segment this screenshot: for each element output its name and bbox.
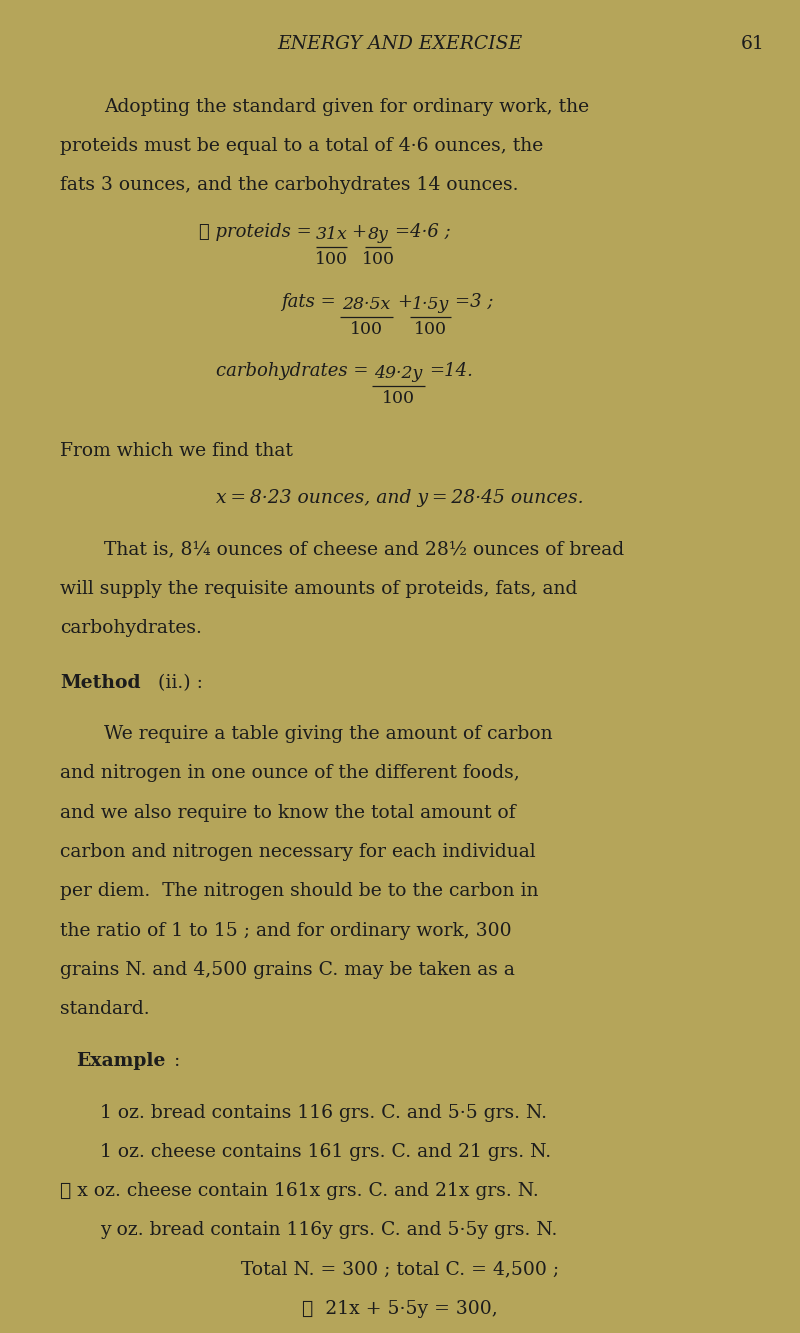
Text: x = 8·23 ounces, and y = 28·45 ounces.: x = 8·23 ounces, and y = 28·45 ounces. — [216, 489, 584, 507]
Text: carbon and nitrogen necessary for each individual: carbon and nitrogen necessary for each i… — [60, 842, 536, 861]
Text: 1 oz. bread contains 116 grs. C. and 5·5 grs. N.: 1 oz. bread contains 116 grs. C. and 5·5… — [100, 1104, 547, 1121]
Text: 100: 100 — [382, 391, 415, 407]
Text: =3 ;: =3 ; — [455, 292, 494, 311]
Text: carbohydrates.: carbohydrates. — [60, 619, 202, 637]
Text: fats 3 ounces, and the carbohydrates 14 ounces.: fats 3 ounces, and the carbohydrates 14 … — [60, 176, 518, 195]
Text: proteids must be equal to a total of 4·6 ounces, the: proteids must be equal to a total of 4·6… — [60, 137, 543, 155]
Text: We require a table giving the amount of carbon: We require a table giving the amount of … — [104, 725, 553, 742]
Text: 1·5y: 1·5y — [412, 296, 450, 313]
Text: Method: Method — [60, 674, 141, 692]
Text: y oz. bread contain 116y grs. C. and 5·5y grs. N.: y oz. bread contain 116y grs. C. and 5·5… — [100, 1221, 558, 1240]
Text: 28·5x: 28·5x — [342, 296, 390, 313]
Text: =14.: =14. — [429, 363, 473, 380]
Text: 8y: 8y — [367, 227, 389, 243]
Text: +: + — [351, 223, 366, 241]
Text: From which we find that: From which we find that — [60, 443, 293, 460]
Text: +: + — [397, 292, 412, 311]
Text: will supply the requisite amounts of proteids, fats, and: will supply the requisite amounts of pro… — [60, 580, 578, 597]
Text: per diem.  The nitrogen should be to the carbon in: per diem. The nitrogen should be to the … — [60, 882, 538, 900]
Text: 1 oz. cheese contains 161 grs. C. and 21 grs. N.: 1 oz. cheese contains 161 grs. C. and 21… — [100, 1142, 551, 1161]
Text: grains N. and 4,500 grains C. may be taken as a: grains N. and 4,500 grains C. may be tak… — [60, 961, 515, 978]
Text: Total N. = 300 ; total C. = 4,500 ;: Total N. = 300 ; total C. = 4,500 ; — [241, 1261, 559, 1278]
Text: ∴ x oz. cheese contain 161x grs. C. and 21x grs. N.: ∴ x oz. cheese contain 161x grs. C. and … — [60, 1182, 538, 1200]
Text: and we also require to know the total amount of: and we also require to know the total am… — [60, 804, 516, 821]
Text: 100: 100 — [350, 321, 383, 337]
Text: ∴ proteids =: ∴ proteids = — [199, 223, 312, 241]
Text: and nitrogen in one ounce of the different foods,: and nitrogen in one ounce of the differe… — [60, 764, 520, 782]
Text: That is, 8¼ ounces of cheese and 28½ ounces of bread: That is, 8¼ ounces of cheese and 28½ oun… — [104, 540, 624, 559]
Text: =4·6 ;: =4·6 ; — [395, 223, 451, 241]
Text: Adopting the standard given for ordinary work, the: Adopting the standard given for ordinary… — [104, 97, 589, 116]
Text: 100: 100 — [362, 251, 394, 268]
Text: carbohydrates =: carbohydrates = — [215, 363, 368, 380]
Text: Example: Example — [76, 1052, 166, 1070]
Text: ENERGY AND EXERCISE: ENERGY AND EXERCISE — [278, 35, 522, 53]
Text: 100: 100 — [414, 321, 447, 337]
Text: (ii.) :: (ii.) : — [152, 674, 203, 692]
Text: 49·2y: 49·2y — [374, 365, 422, 383]
Text: 100: 100 — [315, 251, 348, 268]
Text: 61: 61 — [740, 35, 764, 53]
Text: :: : — [168, 1052, 180, 1070]
Text: the ratio of 1 to 15 ; and for ordinary work, 300: the ratio of 1 to 15 ; and for ordinary … — [60, 921, 512, 940]
Text: standard.: standard. — [60, 1000, 150, 1018]
Text: fats =: fats = — [282, 292, 336, 311]
Text: ∴  21x + 5·5y = 300,: ∴ 21x + 5·5y = 300, — [302, 1300, 498, 1318]
Text: 31x: 31x — [316, 227, 347, 243]
